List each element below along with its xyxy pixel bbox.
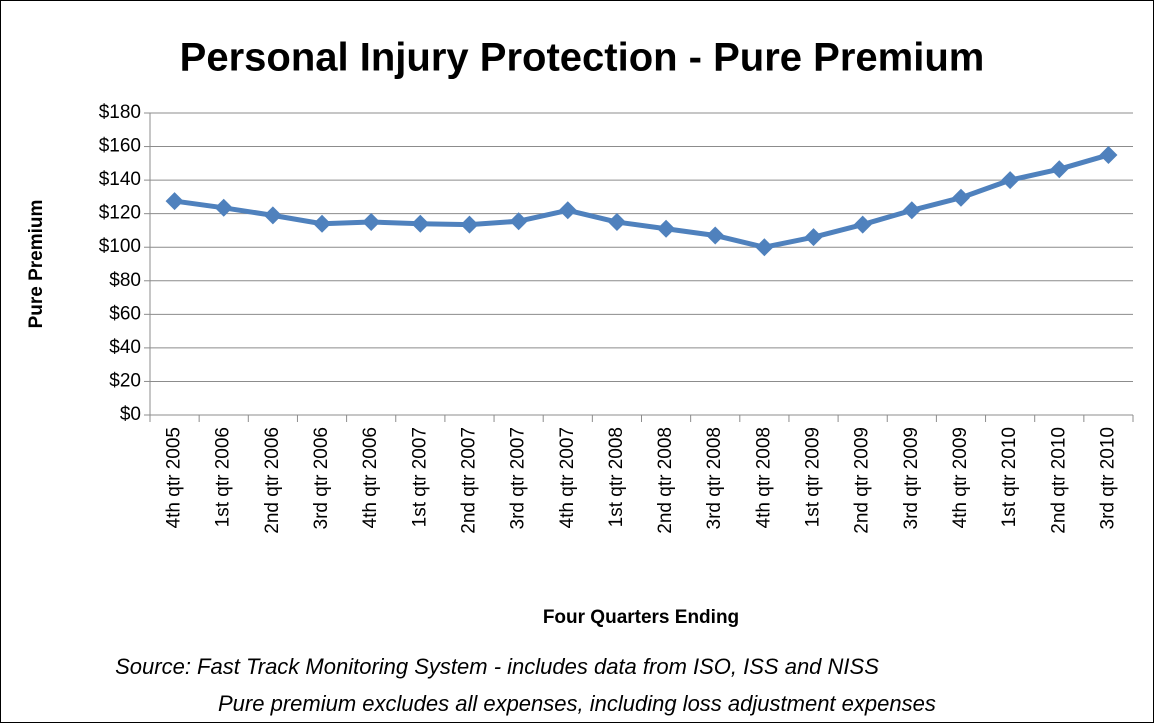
data-point — [804, 228, 823, 247]
data-point — [657, 219, 676, 238]
footnote: Pure premium excludes all expenses, incl… — [218, 691, 936, 716]
x-tick-label: 1st qtr 2009 — [803, 427, 824, 527]
data-point — [902, 201, 921, 220]
data-point — [1099, 145, 1118, 164]
data-point — [755, 238, 774, 257]
x-tick-label: 3rd qtr 2008 — [704, 427, 725, 529]
data-point — [460, 215, 479, 234]
x-tick-label: 4th qtr 2009 — [950, 427, 971, 528]
data-point — [263, 206, 282, 225]
data-point — [214, 198, 233, 217]
x-tick-label: 2nd qtr 2010 — [1048, 427, 1069, 534]
x-tick-label: 3rd qtr 2010 — [1097, 427, 1118, 529]
x-tick-label: 3rd qtr 2009 — [901, 427, 922, 529]
data-point — [853, 215, 872, 234]
x-tick-label: 4th qtr 2005 — [164, 427, 185, 528]
y-tick-label: $100 — [99, 236, 141, 257]
data-point — [706, 226, 725, 245]
y-tick-label: $120 — [99, 203, 141, 224]
y-tick-label: $40 — [109, 337, 141, 358]
y-tick-label: $80 — [109, 270, 141, 291]
x-tick-label: 2nd qtr 2009 — [852, 427, 873, 534]
y-tick-label: $140 — [99, 169, 141, 190]
x-tick-label: 2nd qtr 2007 — [458, 427, 479, 534]
x-tick-label: 1st qtr 2007 — [409, 427, 430, 527]
data-point — [165, 192, 184, 211]
x-tick-label: 2nd qtr 2006 — [262, 427, 283, 534]
source-note: Source: Fast Track Monitoring System - i… — [115, 654, 879, 679]
y-tick-label: $180 — [99, 102, 141, 123]
x-tick-label: 1st qtr 2010 — [999, 427, 1020, 527]
data-point — [558, 201, 577, 220]
data-point — [607, 213, 626, 232]
data-point — [1050, 160, 1069, 179]
x-tick-label: 3rd qtr 2006 — [311, 427, 332, 529]
data-point — [509, 212, 528, 231]
data-point — [411, 214, 430, 233]
chart-title: Personal Injury Protection - Pure Premiu… — [180, 36, 985, 80]
data-point — [313, 214, 332, 233]
y-tick-label: $20 — [109, 370, 141, 391]
x-tick-label: 1st qtr 2006 — [213, 427, 234, 527]
x-tick-label: 1st qtr 2008 — [606, 427, 627, 527]
x-tick-label: 4th qtr 2006 — [360, 427, 381, 528]
y-tick-label: $60 — [109, 303, 141, 324]
x-tick-label: 3rd qtr 2007 — [508, 427, 529, 529]
y-axis-title: Pure Premium — [26, 200, 47, 329]
x-axis-title: Four Quarters Ending — [543, 607, 739, 628]
data-point — [362, 213, 381, 232]
data-point — [951, 188, 970, 207]
data-point — [1001, 171, 1020, 190]
x-tick-label: 2nd qtr 2008 — [655, 427, 676, 534]
y-tick-label: $160 — [99, 136, 141, 157]
x-tick-label: 4th qtr 2008 — [753, 427, 774, 528]
x-tick-label: 4th qtr 2007 — [557, 427, 578, 528]
y-tick-label: $0 — [120, 404, 141, 425]
